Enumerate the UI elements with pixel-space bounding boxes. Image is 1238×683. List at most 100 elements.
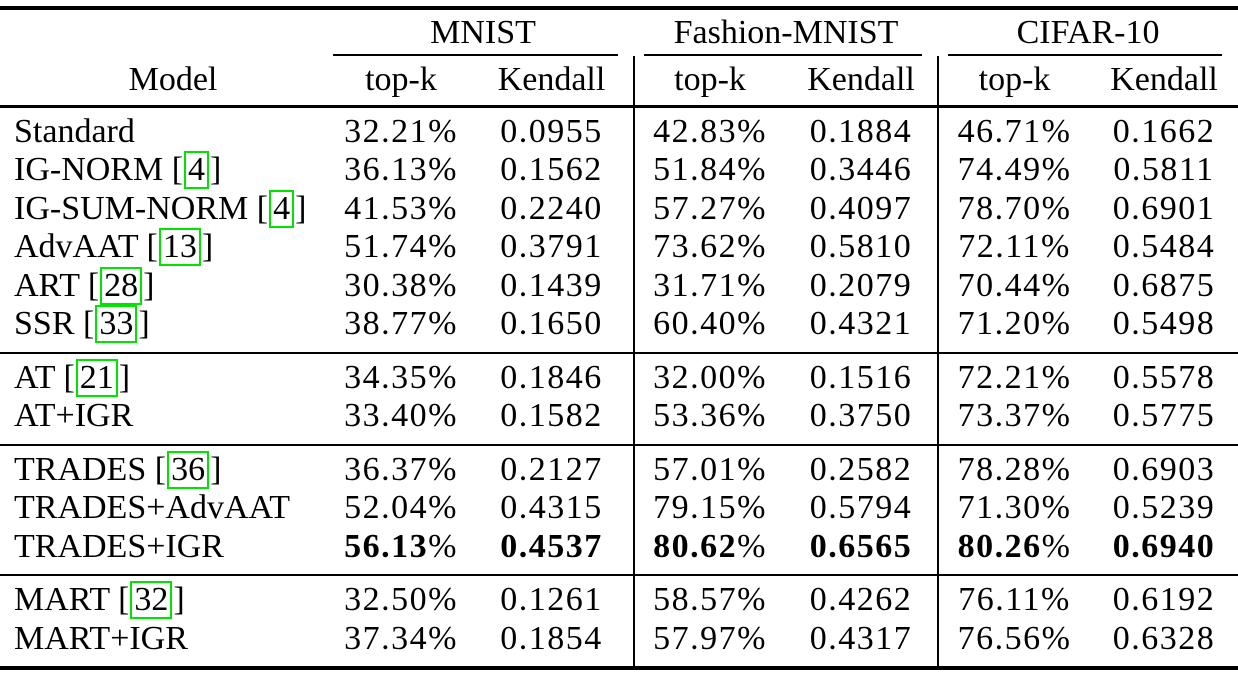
citation-link[interactable]: 13 [158, 228, 201, 266]
column-header-kendall: Kendall [497, 61, 606, 99]
metric-value: 36.13% [344, 151, 458, 188]
table-row: MART+IGR 37.34% 0.1854 57.97% 0.4317 76.… [0, 619, 1238, 668]
metric-value: 0.3446 [809, 151, 913, 188]
citation-link[interactable]: 33 [95, 305, 138, 343]
model-name: SSR [14, 305, 75, 342]
model-name: MART+IGR [14, 619, 188, 657]
model-name: MART [14, 581, 110, 618]
model-name: IG-SUM-NORM [14, 189, 249, 227]
metric-value: 76.56% [937, 619, 1091, 668]
model-name: TRADES [14, 450, 147, 488]
column-header-model: Model [128, 61, 218, 99]
metric-value: 0.1846 [500, 358, 603, 396]
table-section: MART [32] 32.50% 0.1261 58.57% 0.4262 76… [0, 575, 1238, 668]
dataset-group-label: MNIST [430, 14, 536, 51]
metric-value: 79.15% [633, 489, 786, 528]
table-row: ART [28] 30.38% 0.1439 31.71% 0.2079 70.… [0, 266, 1238, 305]
metric-value: 0.1562 [500, 151, 603, 188]
metric-value: 51.74% [344, 228, 458, 265]
metric-value: 74.49% [937, 151, 1091, 190]
metric-value: 32.21% [344, 112, 458, 150]
metric-value: 0.6875 [1112, 266, 1216, 304]
metric-value: 0.6192 [1112, 581, 1216, 618]
model-cell: TRADES [36] [14, 450, 222, 489]
metric-value: 52.04% [344, 489, 458, 526]
metric-value: 0.1261 [500, 581, 603, 618]
table-row: MART [32] 32.50% 0.1261 58.57% 0.4262 76… [0, 575, 1238, 620]
table-row: IG-NORM [4] 36.13% 0.1562 51.84% 0.3446 … [0, 151, 1238, 190]
metric-value: 57.01% [633, 444, 786, 489]
metric-value: 41.53% [344, 189, 458, 227]
metric-value: 32.00% [633, 352, 786, 397]
metric-value: 76.11% [937, 575, 1091, 620]
metric-value: 0.5794 [809, 489, 913, 526]
citation-link[interactable]: 32 [130, 581, 173, 619]
citation-link[interactable]: 28 [100, 266, 143, 305]
metric-value: 56.13% [344, 527, 458, 565]
model-cell: AdvAAT [13] [14, 228, 214, 266]
metric-value: 72.11% [937, 228, 1091, 267]
metric-value: 71.20% [937, 305, 1091, 353]
metric-value: 70.44% [937, 266, 1091, 305]
metric-value: 32.50% [344, 581, 458, 618]
dataset-group-label: CIFAR-10 [1016, 14, 1160, 51]
column-header-topk: top-k [633, 56, 786, 106]
metric-value: 0.1884 [809, 112, 913, 150]
metric-value: 0.2127 [500, 450, 603, 488]
citation-link[interactable]: 36 [167, 450, 210, 489]
model-cell: IG-SUM-NORM [4] [14, 189, 307, 228]
column-header-kendall: Kendall [807, 61, 915, 99]
metric-value: 0.6903 [1112, 450, 1216, 488]
dataset-group-header-mnist: MNIST [332, 8, 634, 56]
model-name: Standard [14, 112, 135, 150]
metric-value: 38.77% [344, 305, 458, 342]
metric-value: 0.5484 [1112, 228, 1216, 265]
metric-value: 0.6565 [809, 527, 913, 565]
dataset-group-header-cifar10: CIFAR-10 [938, 8, 1238, 56]
citation-link[interactable]: 4 [184, 151, 210, 189]
model-name: IG-NORM [14, 151, 164, 188]
metric-value: 73.62% [633, 228, 786, 267]
model-cell: AT [21] [14, 358, 131, 397]
metric-value: 0.5811 [1113, 151, 1215, 188]
table-section: AT [21] 34.35% 0.1846 32.00% 0.1516 72.2… [0, 352, 1238, 445]
table-row: AT+IGR 33.40% 0.1582 53.36% 0.3750 73.37… [0, 397, 1238, 445]
model-cell: MART [32] [14, 581, 185, 619]
metric-value: 31.71% [633, 266, 786, 305]
citation-link[interactable]: 21 [75, 358, 118, 397]
metric-value: 0.2240 [500, 189, 603, 227]
metric-value: 42.83% [633, 106, 786, 151]
table-row: TRADES+IGR 56.13% 0.4537 80.62% 0.6565 8… [0, 527, 1238, 576]
metric-value: 0.3750 [809, 397, 913, 434]
metric-value: 0.6901 [1112, 189, 1216, 227]
table-header: MNIST Fashion-MNIST CIFAR-10 Model top-k… [0, 8, 1238, 106]
column-header-topk: top-k [365, 61, 437, 99]
metric-value: 0.3791 [500, 228, 603, 265]
metric-value: 0.4321 [809, 305, 913, 342]
table-row: Standard 32.21% 0.0955 42.83% 0.1884 46.… [0, 106, 1238, 151]
metric-value: 30.38% [344, 266, 458, 304]
model-name: AdvAAT [14, 228, 139, 265]
citation-link[interactable]: 4 [269, 189, 295, 228]
model-cell: AT+IGR [0, 397, 332, 445]
corner-spacer [0, 8, 332, 56]
metric-value: 0.2582 [809, 450, 913, 488]
metric-value: 51.84% [633, 151, 786, 190]
metric-value: 37.34% [344, 619, 458, 657]
column-header-topk: top-k [937, 56, 1091, 106]
table-section: TRADES [36] 36.37% 0.2127 57.01% 0.2582 … [0, 444, 1238, 576]
table-row: TRADES [36] 36.37% 0.2127 57.01% 0.2582 … [0, 444, 1238, 489]
results-table: MNIST Fashion-MNIST CIFAR-10 Model top-k… [0, 6, 1238, 670]
metric-value: 0.5498 [1112, 305, 1216, 342]
metric-value: 0.1439 [500, 266, 603, 304]
metric-value: 71.30% [937, 489, 1091, 528]
metric-value: 0.5239 [1112, 489, 1216, 526]
metric-value: 33.40% [344, 397, 458, 434]
model-name: AT+IGR [14, 397, 134, 434]
model-cell: ART [28] [14, 266, 155, 305]
metric-value: 0.0955 [500, 112, 603, 150]
metric-value: 53.36% [633, 397, 786, 445]
metric-header-row: Model top-k Kendall top-k Kendall top-k … [0, 56, 1238, 106]
model-cell: TRADES+IGR [0, 528, 332, 576]
table-row: SSR [33] 38.77% 0.1650 60.40% 0.4321 71.… [0, 305, 1238, 353]
